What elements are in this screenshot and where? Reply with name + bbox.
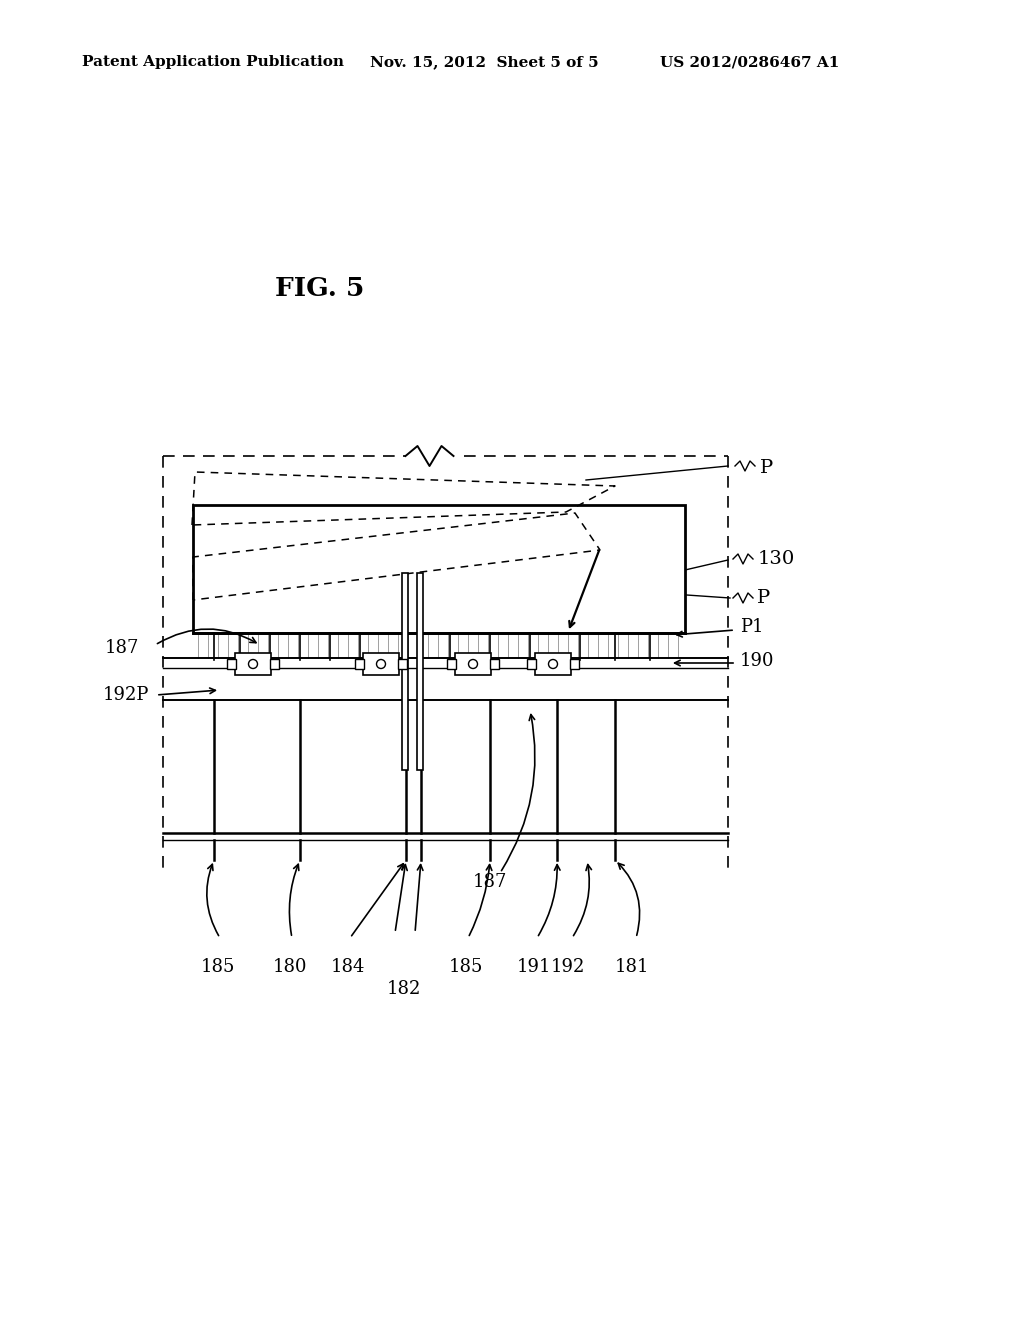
Text: 192P: 192P: [103, 686, 150, 704]
Text: P: P: [760, 459, 773, 477]
Bar: [455, 653, 490, 675]
Circle shape: [549, 660, 557, 668]
Circle shape: [249, 660, 257, 668]
Bar: [447, 659, 456, 669]
Bar: [193, 506, 685, 634]
Text: 130: 130: [758, 550, 796, 568]
Bar: [570, 659, 579, 669]
Text: 187: 187: [105, 639, 139, 657]
Bar: [234, 653, 271, 675]
Text: 187: 187: [473, 873, 507, 891]
Text: 192: 192: [551, 958, 585, 975]
Text: US 2012/0286467 A1: US 2012/0286467 A1: [660, 55, 840, 69]
Circle shape: [377, 660, 385, 668]
Text: Patent Application Publication: Patent Application Publication: [82, 55, 344, 69]
Text: 185: 185: [449, 958, 483, 975]
Bar: [355, 659, 364, 669]
Text: 180: 180: [272, 958, 307, 975]
Text: 191: 191: [517, 958, 551, 975]
Circle shape: [469, 660, 477, 668]
Text: 190: 190: [740, 652, 774, 671]
Bar: [362, 653, 399, 675]
Bar: [535, 653, 571, 675]
Text: FIG. 5: FIG. 5: [275, 276, 365, 301]
Text: 181: 181: [614, 958, 649, 975]
Text: Nov. 15, 2012  Sheet 5 of 5: Nov. 15, 2012 Sheet 5 of 5: [370, 55, 599, 69]
Bar: [398, 659, 407, 669]
Bar: [527, 659, 536, 669]
Bar: [227, 659, 236, 669]
Text: P: P: [757, 589, 770, 607]
Bar: [270, 659, 279, 669]
Bar: [402, 573, 408, 770]
Text: P1: P1: [740, 618, 764, 636]
Bar: [417, 573, 423, 770]
Bar: [490, 659, 499, 669]
Text: 182: 182: [387, 979, 421, 998]
Text: 184: 184: [331, 958, 366, 975]
Text: 185: 185: [201, 958, 236, 975]
